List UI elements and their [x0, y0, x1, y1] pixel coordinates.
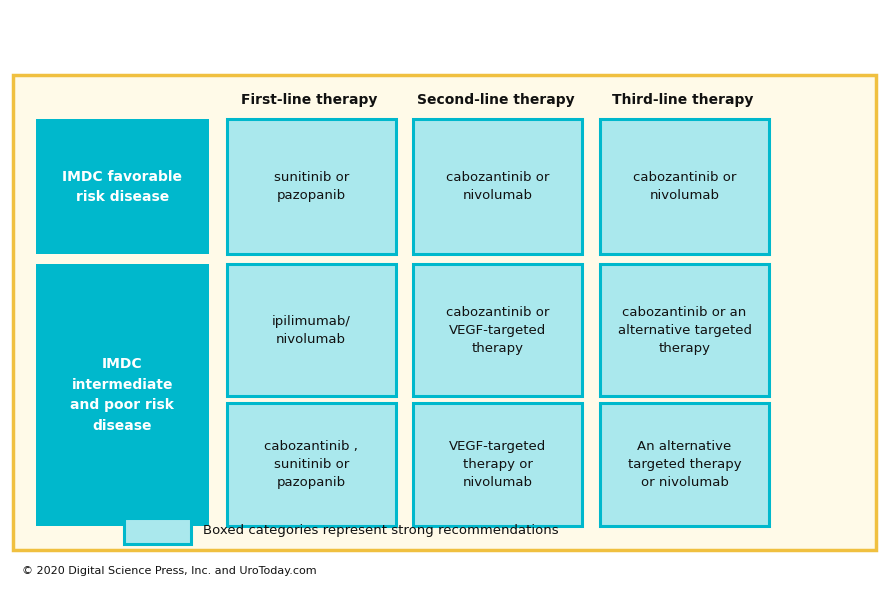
FancyBboxPatch shape	[413, 120, 582, 254]
FancyBboxPatch shape	[413, 403, 582, 526]
FancyBboxPatch shape	[227, 403, 396, 526]
Text: Figure 2: EAU Guidelines for the Treatment of Renal Cell Carcinoma: Figure 2: EAU Guidelines for the Treatme…	[74, 24, 815, 44]
Text: cabozantinib or
VEGF-targeted
therapy: cabozantinib or VEGF-targeted therapy	[446, 305, 549, 355]
Text: © 2020 Digital Science Press, Inc. and UroToday.com: © 2020 Digital Science Press, Inc. and U…	[22, 567, 316, 577]
FancyBboxPatch shape	[36, 264, 209, 526]
FancyBboxPatch shape	[13, 75, 876, 551]
Text: cabozantinib or an
alternative targeted
therapy: cabozantinib or an alternative targeted …	[618, 305, 751, 355]
Text: IMDC favorable
risk disease: IMDC favorable risk disease	[62, 169, 182, 204]
Text: VEGF-targeted
therapy or
nivolumab: VEGF-targeted therapy or nivolumab	[449, 440, 547, 489]
Text: Third-line therapy: Third-line therapy	[612, 93, 754, 107]
Text: ipilimumab/
nivolumab: ipilimumab/ nivolumab	[272, 314, 350, 346]
FancyBboxPatch shape	[124, 517, 191, 544]
Text: An alternative
targeted therapy
or nivolumab: An alternative targeted therapy or nivol…	[628, 440, 741, 489]
Text: Boxed categories represent strong recommendations: Boxed categories represent strong recomm…	[203, 525, 558, 537]
Text: cabozantinib or
nivolumab: cabozantinib or nivolumab	[633, 171, 736, 202]
FancyBboxPatch shape	[227, 264, 396, 396]
Text: IMDC
intermediate
and poor risk
disease: IMDC intermediate and poor risk disease	[70, 357, 174, 433]
Text: Second-line therapy: Second-line therapy	[417, 93, 575, 107]
FancyBboxPatch shape	[600, 264, 769, 396]
FancyBboxPatch shape	[413, 264, 582, 396]
FancyBboxPatch shape	[600, 403, 769, 526]
Text: sunitinib or
pazopanib: sunitinib or pazopanib	[274, 171, 348, 202]
FancyBboxPatch shape	[600, 120, 769, 254]
FancyBboxPatch shape	[36, 120, 209, 254]
Text: First-line therapy: First-line therapy	[241, 93, 378, 107]
Text: cabozantinib or
nivolumab: cabozantinib or nivolumab	[446, 171, 549, 202]
FancyBboxPatch shape	[227, 120, 396, 254]
Text: cabozantinib ,
sunitinib or
pazopanib: cabozantinib , sunitinib or pazopanib	[264, 440, 358, 489]
